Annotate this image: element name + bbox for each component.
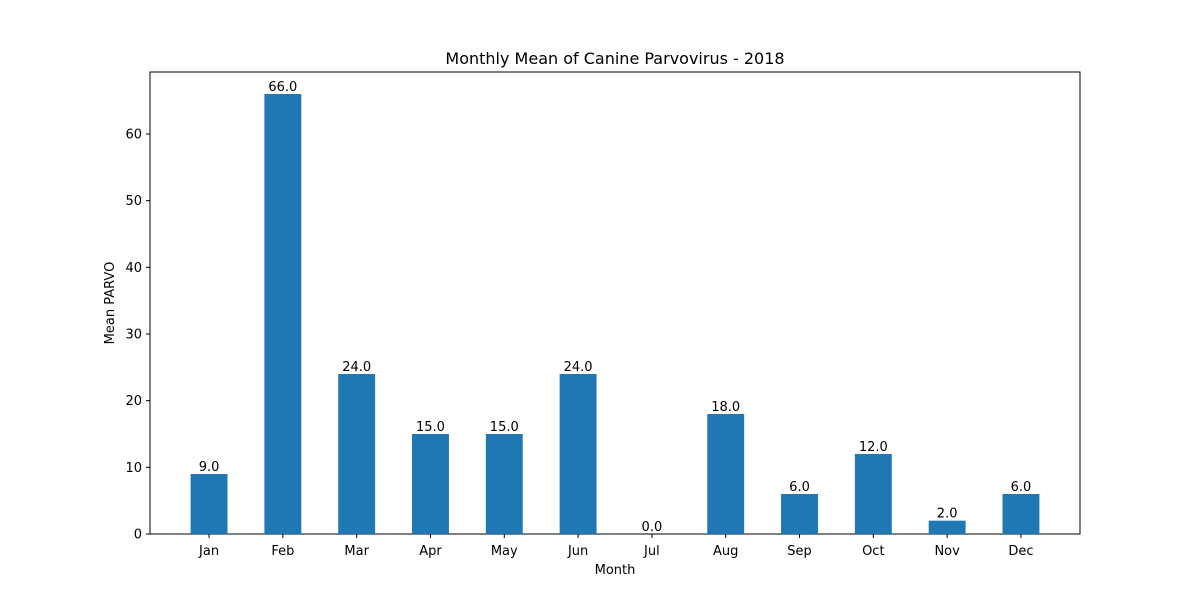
y-tick-label: 60 xyxy=(125,128,142,143)
plot-frame xyxy=(149,71,1081,535)
x-tick-label: Feb xyxy=(271,544,294,559)
bar-value-label: 15.0 xyxy=(490,420,519,435)
bar-value-label: 2.0 xyxy=(937,507,958,522)
x-tick-label: Jan xyxy=(198,544,219,559)
bar xyxy=(264,94,302,534)
bar-series xyxy=(190,94,1040,534)
x-axis: Jan Feb Mar Apr May Jun Jul Aug Sep Oct Nov Dec xyxy=(198,534,1034,559)
y-tick-label: 50 xyxy=(125,194,142,209)
bar-value-label: 24.0 xyxy=(342,360,371,375)
bar xyxy=(707,414,745,534)
bar-value-label: 0.0 xyxy=(642,520,663,535)
bar xyxy=(559,374,597,534)
x-tick-label: Nov xyxy=(934,544,960,559)
y-tick-label: 20 xyxy=(125,394,142,409)
x-tick-label: Mar xyxy=(344,544,369,559)
bar-value-label: 66.0 xyxy=(268,80,297,95)
plot-area xyxy=(149,71,1081,535)
bar-value-label: 12.0 xyxy=(859,440,888,455)
x-tick-label: Oct xyxy=(862,544,884,559)
bar-value-label: 6.0 xyxy=(1011,480,1032,495)
x-tick-label: Apr xyxy=(419,544,442,559)
y-tick-label: 40 xyxy=(125,261,142,276)
bar xyxy=(190,474,228,534)
bar xyxy=(412,434,449,534)
bar-value-label: 24.0 xyxy=(564,360,593,375)
bar xyxy=(781,494,818,534)
y-tick-label: 0 xyxy=(134,528,142,543)
x-axis-label: Month xyxy=(595,563,636,578)
x-tick-label: Jul xyxy=(643,544,660,559)
x-tick-label: Aug xyxy=(713,544,738,559)
bar-value-label: 9.0 xyxy=(199,460,220,475)
bar xyxy=(485,434,523,534)
x-tick-label: Jun xyxy=(567,544,588,559)
y-axis: 0 10 20 30 40 50 60 xyxy=(125,128,150,543)
bar xyxy=(1002,494,1040,534)
bar xyxy=(854,454,892,534)
y-tick-label: 30 xyxy=(125,328,142,343)
x-tick-label: Sep xyxy=(787,544,812,559)
bar-value-label: 6.0 xyxy=(789,480,810,495)
x-tick-label: May xyxy=(491,544,518,559)
bar xyxy=(338,374,376,534)
x-tick-label: Dec xyxy=(1008,544,1033,559)
y-tick-label: 10 xyxy=(125,461,142,476)
data-labels: 9.0 66.0 24.0 15.0 15.0 24.0 0.0 18.0 6.0 12.0 2.0… xyxy=(199,80,1032,535)
y-axis-label: Mean PARVO xyxy=(103,262,118,345)
bar-value-label: 18.0 xyxy=(711,400,740,415)
bar-value-label: 15.0 xyxy=(416,420,445,435)
bar xyxy=(928,520,966,534)
chart-title: Monthly Mean of Canine Parvovirus - 2018 xyxy=(445,49,784,68)
